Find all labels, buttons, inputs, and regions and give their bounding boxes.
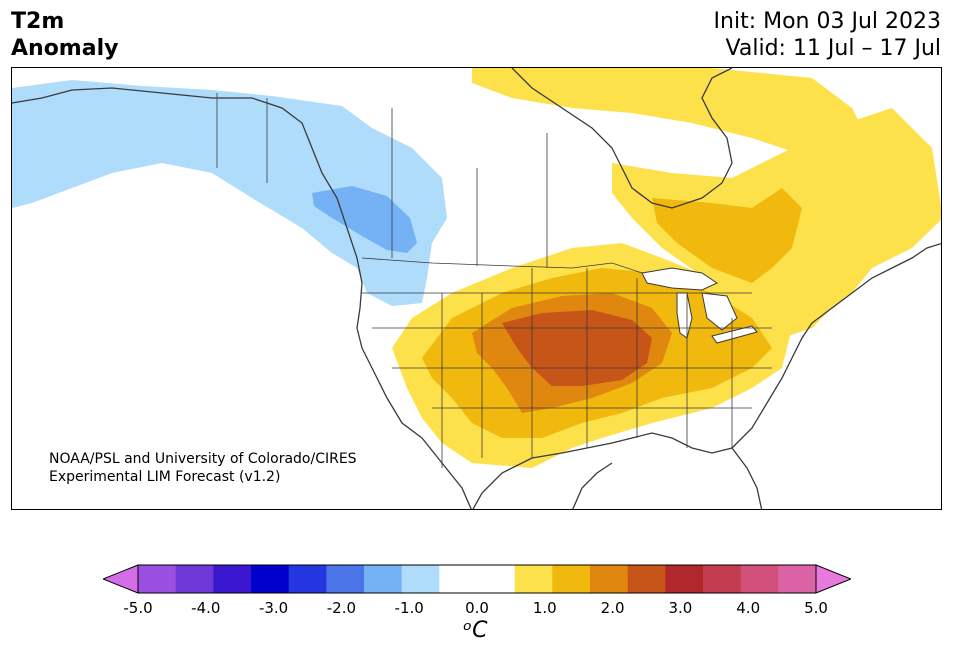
anomaly-fields (12, 68, 941, 468)
coastline-west (12, 87, 472, 509)
lake-erie (711, 325, 758, 344)
anomaly-map (11, 67, 942, 510)
colorbar-ticks: -5.0 -4.0 -3.0 -2.0 -1.0 0.0 1.0 2.0 3.0 4.0 5.0 (0, 599, 953, 619)
us-canada-border (361, 257, 643, 274)
forecast-dates: Init: Mon 03 Jul 2023 Valid: 11 Jul – 17… (714, 8, 941, 62)
credit-line-2: Experimental LIM Forecast (v1.2) (49, 469, 281, 485)
colorbar-tick-label: -1.0 (394, 599, 424, 617)
colorbar-tick-label: 0.0 (465, 599, 489, 617)
political-borders (216, 93, 772, 468)
colorbar-tick-label: 4.0 (736, 599, 761, 617)
unit-label: ᵒC (463, 618, 488, 643)
colorbar-tick-label: -4.0 (191, 599, 221, 617)
colorbar-segment (175, 565, 214, 593)
warm-east-canada-core (652, 188, 802, 283)
colorbar-segment (138, 565, 177, 593)
colorbar-segment (251, 565, 290, 593)
colorbar-segment (326, 565, 365, 593)
credit-text: NOAA/PSL and University of Colorado/CIRE… (49, 450, 357, 486)
coastline-hudson (511, 68, 733, 209)
colorbar-segment (552, 565, 591, 593)
title-line-1: T2m (11, 9, 65, 34)
colorbar-segment (213, 565, 252, 593)
coastline-florida (731, 447, 763, 509)
colorbar-segment (590, 565, 629, 593)
warm-north-region (472, 68, 872, 158)
init-date: Init: Mon 03 Jul 2023 (713, 9, 941, 34)
colorbar-segment (401, 565, 440, 593)
colorbar-segment (778, 565, 817, 593)
warm-us-core (502, 310, 652, 386)
colorbar-segment (288, 565, 327, 593)
map-svg (12, 68, 941, 509)
colorbar-segment (514, 565, 553, 593)
colorbar-tick-label: 2.0 (600, 599, 625, 617)
lake-huron (701, 292, 738, 331)
great-lakes (641, 267, 758, 344)
valid-range: Valid: 11 Jul – 17 Jul (725, 36, 941, 61)
colorbar-segment (364, 565, 403, 593)
cool-anomaly-region-1 (12, 80, 447, 306)
colorbar-tick-label: -2.0 (326, 599, 357, 617)
colorbar-segment (703, 565, 742, 593)
colorbar-segment (627, 565, 666, 593)
colorbar-segment (477, 565, 516, 593)
colorbar-min-extend (103, 564, 139, 594)
colorbar-tick-label: 5.0 (804, 599, 828, 617)
colorbar-max-extend (815, 564, 851, 594)
colorbar-tick-label: 1.0 (532, 599, 557, 617)
colorbar-segment (740, 565, 779, 593)
colorbar-tick-label: -5.0 (123, 599, 153, 617)
credit-line-1: NOAA/PSL and University of Colorado/CIRE… (49, 451, 357, 467)
lake-superior (641, 267, 719, 291)
map-title: T2m Anomaly (11, 8, 118, 62)
colorbar-segment (665, 565, 704, 593)
coastline-east (811, 242, 941, 324)
colorbar (103, 564, 851, 594)
colorbar-tick-label: 3.0 (668, 599, 693, 617)
colorbar-segment (439, 565, 478, 593)
coastline-mexico (572, 462, 613, 509)
title-line-2: Anomaly (11, 36, 119, 61)
colorbar-tick-label: -3.0 (258, 599, 289, 617)
